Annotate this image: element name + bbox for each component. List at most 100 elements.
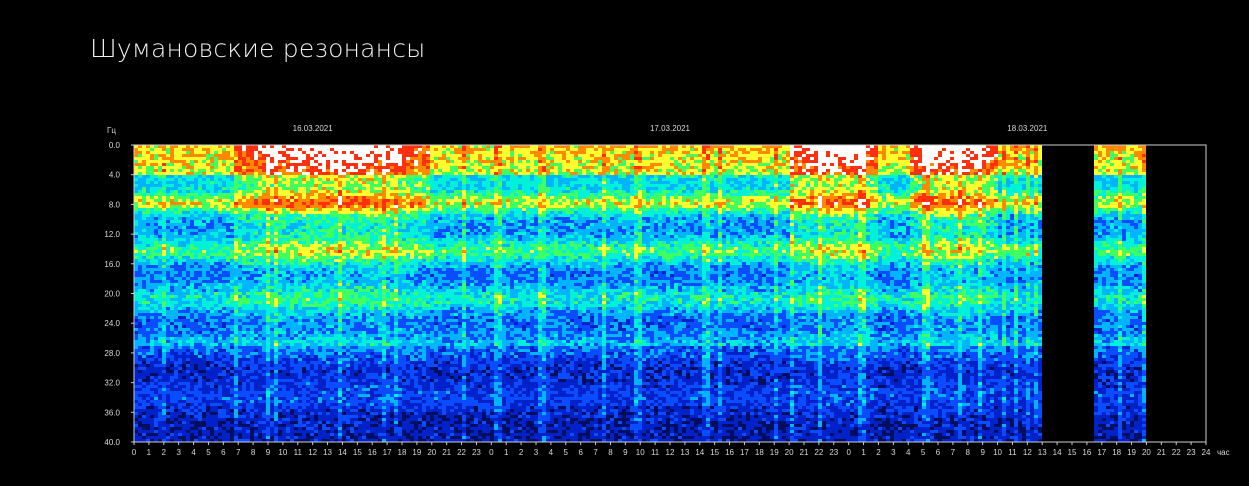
heatmap-cell xyxy=(146,385,150,388)
heatmap-cell xyxy=(186,157,190,160)
heatmap-cell xyxy=(258,214,262,217)
heatmap-cell xyxy=(266,370,270,373)
heatmap-cell xyxy=(146,340,150,343)
heatmap-cell xyxy=(274,433,278,436)
heatmap-cell xyxy=(206,184,210,187)
heatmap-cell xyxy=(294,295,298,298)
heatmap-cell xyxy=(322,148,326,151)
heatmap-cell xyxy=(226,322,230,325)
heatmap-cell xyxy=(178,427,182,430)
heatmap-cell xyxy=(274,436,278,439)
heatmap-cell xyxy=(226,205,230,208)
heatmap-cell xyxy=(250,427,254,430)
heatmap-cell xyxy=(214,394,218,397)
heatmap-cell xyxy=(262,184,266,187)
heatmap-cell xyxy=(318,370,322,373)
heatmap-cell xyxy=(310,349,314,352)
heatmap-cell xyxy=(206,355,210,358)
heatmap-cell xyxy=(174,193,178,196)
heatmap-cell xyxy=(282,379,286,382)
heatmap-cell xyxy=(134,226,138,229)
heatmap-cell xyxy=(330,166,334,169)
heatmap-cell xyxy=(158,295,162,298)
heatmap-cell xyxy=(182,394,186,397)
heatmap-cell xyxy=(162,172,166,175)
heatmap-cell xyxy=(226,262,230,265)
heatmap-cell xyxy=(266,280,270,283)
heatmap-cell xyxy=(210,304,214,307)
heatmap-cell xyxy=(282,148,286,151)
heatmap-cell xyxy=(230,196,234,199)
heatmap-cell xyxy=(262,220,266,223)
heatmap-cell xyxy=(250,313,254,316)
heatmap-cell xyxy=(218,304,222,307)
heatmap-cell xyxy=(218,241,222,244)
heatmap-cell xyxy=(278,325,282,328)
heatmap-cell xyxy=(298,262,302,265)
heatmap-cell xyxy=(206,352,210,355)
heatmap-cell xyxy=(146,370,150,373)
heatmap-cell xyxy=(298,340,302,343)
heatmap-cell xyxy=(138,205,142,208)
heatmap-cell xyxy=(150,418,154,421)
heatmap-cell xyxy=(234,175,238,178)
heatmap-cell xyxy=(138,367,142,370)
heatmap-cell xyxy=(326,247,330,250)
heatmap-cell xyxy=(138,184,142,187)
heatmap-cell xyxy=(290,322,294,325)
heatmap-cell xyxy=(318,253,322,256)
heatmap-cell xyxy=(242,280,246,283)
heatmap-cell xyxy=(274,268,278,271)
heatmap-cell xyxy=(250,247,254,250)
heatmap-cell xyxy=(262,364,266,367)
heatmap-cell xyxy=(218,238,222,241)
heatmap-cell xyxy=(294,424,298,427)
heatmap-cell xyxy=(266,361,270,364)
heatmap-cell xyxy=(286,349,290,352)
heatmap-cell xyxy=(178,211,182,214)
heatmap-cell xyxy=(198,436,202,439)
heatmap-cell xyxy=(146,355,150,358)
heatmap-cell xyxy=(210,388,214,391)
heatmap-cell xyxy=(286,298,290,301)
heatmap-cell xyxy=(150,319,154,322)
heatmap-cell xyxy=(226,421,230,424)
heatmap-cell xyxy=(150,244,154,247)
heatmap-cell xyxy=(282,226,286,229)
heatmap-cell xyxy=(166,346,170,349)
heatmap-cell xyxy=(154,427,158,430)
heatmap-cell xyxy=(314,301,318,304)
heatmap-cell xyxy=(314,382,318,385)
heatmap-cell xyxy=(238,169,242,172)
heatmap-cell xyxy=(262,271,266,274)
heatmap-cell xyxy=(262,292,266,295)
heatmap-cell xyxy=(274,364,278,367)
heatmap-cell xyxy=(290,253,294,256)
heatmap-cell xyxy=(170,394,174,397)
heatmap-cell xyxy=(302,256,306,259)
heatmap-cell xyxy=(318,187,322,190)
heatmap-cell xyxy=(326,343,330,346)
heatmap-cell xyxy=(198,214,202,217)
heatmap-cell xyxy=(230,166,234,169)
heatmap-cell xyxy=(302,430,306,433)
heatmap-cell xyxy=(314,271,318,274)
heatmap-cell xyxy=(190,178,194,181)
heatmap-cell xyxy=(270,337,274,340)
heatmap-cell xyxy=(294,433,298,436)
heatmap-cell xyxy=(226,175,230,178)
heatmap-cell xyxy=(146,280,150,283)
heatmap-cell xyxy=(230,364,234,367)
heatmap-cell xyxy=(290,208,294,211)
heatmap-cell xyxy=(270,358,274,361)
heatmap-cell xyxy=(250,184,254,187)
heatmap-cell xyxy=(258,430,262,433)
heatmap-cell xyxy=(234,232,238,235)
heatmap-cell xyxy=(182,274,186,277)
heatmap-cell xyxy=(210,430,214,433)
heatmap-cell xyxy=(330,373,334,376)
heatmap-cell xyxy=(222,439,226,442)
heatmap-cell xyxy=(262,217,266,220)
heatmap-cell xyxy=(254,205,258,208)
heatmap-cell xyxy=(250,163,254,166)
